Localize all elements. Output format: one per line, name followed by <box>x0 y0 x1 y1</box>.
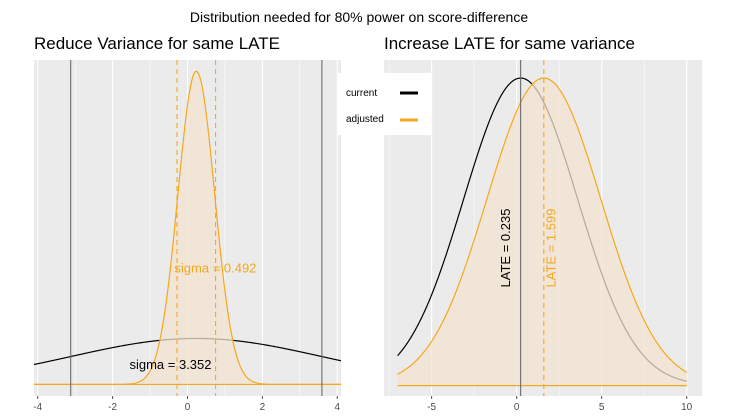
annotation-label: sigma = 3.352 <box>129 357 211 372</box>
x-tick-label: -5 <box>427 402 436 413</box>
left-panel-grid <box>37 60 338 396</box>
x-tick-label: 2 <box>260 402 266 413</box>
legend-label-adjusted: adjusted <box>346 114 384 125</box>
series-line-adjusted <box>397 77 688 375</box>
left-panel-title: Reduce Variance for same LATE <box>34 34 280 53</box>
right-panel-title: Increase LATE for same variance <box>384 34 635 53</box>
left-panel-series <box>33 70 342 386</box>
legend-label-current: current <box>346 88 377 99</box>
series-area-adjusted <box>397 78 687 386</box>
series-area-adjusted <box>34 71 341 385</box>
right-panel-annotations: LATE = 0.235 LATE = 1.599 <box>498 209 559 288</box>
left-panel-vlines <box>70 60 323 396</box>
annotation-label: sigma = 0.492 <box>174 260 256 275</box>
left-panel-annotations: sigma = 0.492 sigma = 3.352 <box>129 260 256 372</box>
x-tick-label: 0 <box>185 402 191 413</box>
legend: current adjusted <box>338 73 432 135</box>
left-panel: sigma = 0.492 sigma = 3.352 -4 -2 0 2 4 <box>33 60 342 413</box>
x-tick-label: -2 <box>108 402 117 413</box>
legend-box <box>338 73 432 135</box>
x-tick-label: 5 <box>599 402 605 413</box>
x-tick-label: 10 <box>681 402 693 413</box>
annotation-label: LATE = 1.599 <box>544 209 559 288</box>
x-tick-label: 4 <box>334 402 340 413</box>
right-panel-series <box>397 77 688 387</box>
x-tick-label: -4 <box>33 402 42 413</box>
figure-suptitle: Distribution needed for 80% power on sco… <box>190 9 528 25</box>
right-panel: LATE = 0.235 LATE = 1.599 -5 0 5 10 <box>384 60 702 413</box>
right-panel-vlines <box>520 60 545 396</box>
right-panel-x-ticks: -5 0 5 10 <box>427 396 693 413</box>
left-panel-x-ticks: -4 -2 0 2 4 <box>33 396 340 413</box>
x-tick-label: 0 <box>514 402 520 413</box>
annotation-label: LATE = 0.235 <box>498 209 513 288</box>
